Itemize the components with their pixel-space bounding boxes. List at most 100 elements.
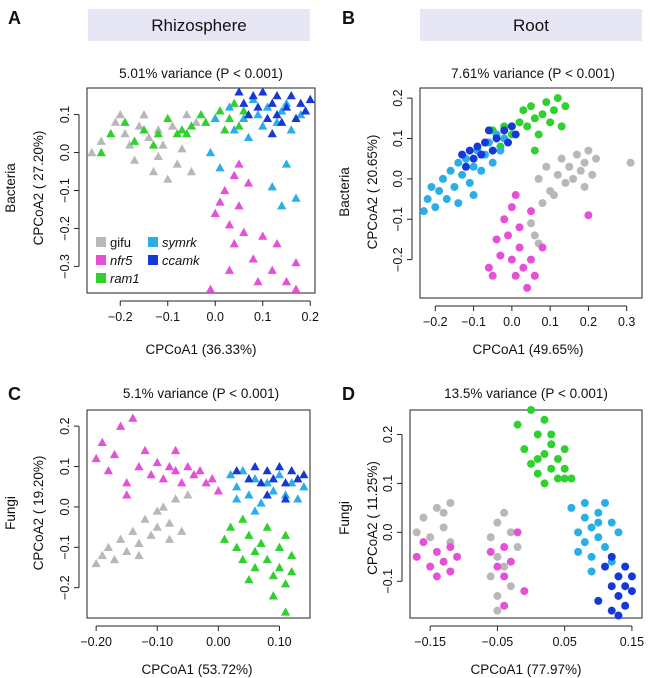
point-gifu xyxy=(97,550,107,560)
point-symrk xyxy=(262,102,273,111)
point-gifu xyxy=(158,140,168,149)
point-ram1 xyxy=(549,106,558,115)
panel-a-x-tick-label: −0.1 xyxy=(155,310,180,324)
point-symrk xyxy=(446,166,455,175)
point-nfr5 xyxy=(177,478,187,487)
point-nfr5 xyxy=(511,191,520,200)
point-nfr5 xyxy=(432,572,441,581)
point-ccamk xyxy=(250,461,260,471)
point-symrk xyxy=(215,163,225,172)
point-gifu xyxy=(513,543,522,552)
point-symrk xyxy=(574,528,583,537)
point-ram1 xyxy=(229,98,239,107)
point-ram1 xyxy=(538,110,547,119)
point-ccamk xyxy=(232,465,242,475)
point-nfr5 xyxy=(492,235,501,244)
point-nfr5 xyxy=(500,543,509,552)
point-symrk xyxy=(607,518,616,527)
point-nfr5 xyxy=(239,227,249,236)
point-symrk xyxy=(454,199,463,208)
point-gifu xyxy=(493,606,502,615)
panel-a-x-tick-label: 0.1 xyxy=(254,310,271,324)
point-gifu xyxy=(569,174,578,183)
panel-d-plot-frame xyxy=(409,409,643,619)
point-nfr5 xyxy=(243,178,254,187)
point-ccamk xyxy=(614,572,623,581)
point-nfr5 xyxy=(210,208,220,217)
point-ram1 xyxy=(129,136,140,145)
panel-d-x-axis-title: CPCoA1 (77.97%) xyxy=(470,662,581,677)
point-nfr5 xyxy=(291,284,301,293)
point-ram1 xyxy=(287,550,297,560)
point-gifu xyxy=(561,178,570,187)
point-gifu xyxy=(177,526,187,535)
point-nfr5 xyxy=(453,552,462,561)
point-ccamk xyxy=(607,552,616,561)
point-ram1 xyxy=(560,464,569,473)
legend-label-gifu: gifu xyxy=(110,235,131,250)
point-symrk xyxy=(225,470,236,479)
point-ccamk xyxy=(507,122,516,131)
point-nfr5 xyxy=(258,231,268,240)
point-ram1 xyxy=(153,128,163,138)
point-nfr5 xyxy=(158,474,168,483)
point-ccamk xyxy=(296,98,306,107)
point-ccamk xyxy=(280,478,291,487)
point-nfr5 xyxy=(164,461,175,471)
panel-c: C 5.1% variance (P < 0.001) Fungi CPCoA2… xyxy=(3,384,311,677)
point-symrk xyxy=(256,498,266,507)
point-ccamk xyxy=(234,87,244,96)
point-ram1 xyxy=(533,430,542,439)
point-ccamk xyxy=(473,142,482,151)
legend-swatch-symrk xyxy=(148,237,158,247)
point-ccamk xyxy=(262,490,272,499)
panel-a-y-tick-label: −0.3 xyxy=(58,254,72,279)
point-ccamk xyxy=(293,474,303,483)
point-nfr5 xyxy=(134,461,144,471)
point-gifu xyxy=(134,538,144,547)
point-ram1 xyxy=(148,140,159,149)
point-nfr5 xyxy=(215,197,225,206)
point-gifu xyxy=(153,151,163,161)
point-ccamk xyxy=(258,87,268,96)
point-nfr5 xyxy=(291,258,301,267)
panel-c-x-axis-title: CPCoA1 (53.72%) xyxy=(141,662,252,677)
point-ccamk xyxy=(465,146,474,155)
legend-swatch-gifu xyxy=(96,237,106,247)
panel-d-x-tick-label: −0.05 xyxy=(482,635,514,649)
panel-c-x-tick-label: −0.20 xyxy=(80,635,112,649)
point-ram1 xyxy=(219,534,230,543)
panel-a-x-tick-label: −0.2 xyxy=(108,310,133,324)
point-symrk xyxy=(268,486,278,495)
point-ram1 xyxy=(250,546,260,556)
panel-a-legend: gifu symrk nfr5 ccamk ram1 xyxy=(96,235,201,286)
point-symrk xyxy=(601,543,610,552)
point-nfr5 xyxy=(527,255,535,264)
point-nfr5 xyxy=(234,201,244,210)
panel-c-x-tick-label: −0.10 xyxy=(141,635,173,649)
point-ccamk xyxy=(627,572,636,581)
point-ram1 xyxy=(225,522,236,531)
panel-d: D 13.5% variance (P < 0.001) Fungi CPCoA… xyxy=(337,384,644,677)
point-ram1 xyxy=(268,591,278,600)
point-symrk xyxy=(296,109,306,119)
point-nfr5 xyxy=(109,449,120,459)
point-ccamk xyxy=(262,113,273,123)
point-symrk xyxy=(232,494,242,503)
panel-b-x-tick-label: 0.1 xyxy=(541,315,558,329)
point-ram1 xyxy=(163,113,173,123)
header-root: Root xyxy=(513,16,549,35)
point-gifu xyxy=(534,174,543,183)
panel-b-y-tick-label: −0.1 xyxy=(391,207,405,232)
panel-a-y-tick-label: −0.2 xyxy=(58,216,72,241)
panel-d-y-tick-label: −0.1 xyxy=(381,569,395,594)
point-ccamk xyxy=(243,109,254,119)
point-gifu xyxy=(120,128,130,138)
point-ccamk xyxy=(484,126,493,135)
point-gifu xyxy=(446,498,455,507)
point-gifu xyxy=(183,490,193,499)
point-ccamk xyxy=(614,591,623,600)
point-ram1 xyxy=(224,113,235,123)
point-gifu xyxy=(167,121,178,130)
point-ccamk xyxy=(504,138,513,147)
